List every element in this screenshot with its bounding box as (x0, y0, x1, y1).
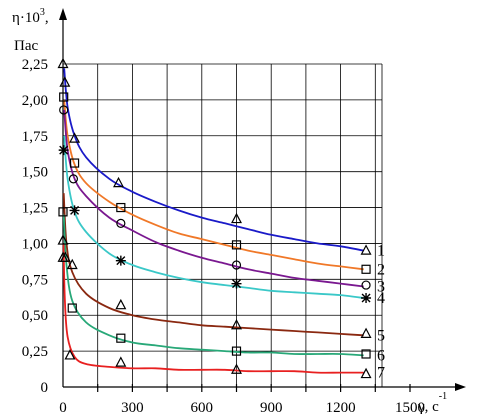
y-tick-label: 2,00 (22, 93, 48, 109)
series-1-line (63, 68, 364, 252)
x-tick-label: 900 (260, 400, 283, 416)
y-tick-label: 0,25 (22, 344, 48, 360)
series-6-line (62, 214, 364, 357)
y-tick-label: 0,75 (22, 272, 48, 288)
series-2-point (361, 264, 371, 274)
series-3-line (63, 109, 364, 288)
series-4-line (63, 135, 364, 299)
series-markers (57, 57, 372, 379)
series-7-point (64, 349, 76, 360)
series-4-point (58, 145, 69, 156)
y-tick-label: 1,50 (22, 165, 48, 181)
y-tick-label: 1,25 (22, 201, 48, 217)
series-5-point (57, 234, 69, 245)
x-axis-arrow (455, 383, 466, 391)
series-5-point (115, 298, 127, 310)
series-3-point (361, 280, 371, 290)
series-3-label: 3 (377, 279, 385, 296)
series-4-point (231, 278, 242, 289)
series-6-point (361, 349, 371, 359)
series-2-point (59, 92, 69, 102)
y-axis-unit: Пас (14, 38, 38, 54)
series-7-point (360, 367, 372, 379)
series-4-point (361, 292, 372, 303)
series-7-point (115, 356, 127, 367)
series-6-point (58, 207, 68, 217)
y-tick-label: 2,25 (22, 57, 48, 73)
series-5-label: 5 (377, 327, 385, 344)
series-2-point (69, 158, 80, 168)
series-4-point (69, 205, 80, 216)
y-tick-label: 1,00 (22, 236, 48, 252)
grid (63, 63, 383, 387)
series-3-point (68, 174, 79, 184)
series-3-point (116, 218, 126, 228)
series-1-point (360, 244, 372, 255)
series-2-label: 2 (377, 261, 385, 278)
y-tick-label: 1,75 (22, 129, 48, 145)
series-5-point (360, 327, 372, 338)
series-1-point (231, 212, 242, 224)
y-tick-label: 0 (41, 380, 49, 396)
y-axis-arrow (59, 8, 67, 20)
series-7-label: 7 (377, 365, 385, 382)
series-7-line (62, 243, 364, 374)
series-2-line (63, 99, 364, 271)
series-7-point (231, 363, 242, 374)
series-1-label: 1 (377, 243, 385, 260)
series-7-point (57, 251, 69, 262)
series-3-point (231, 260, 242, 270)
series-1-point (113, 176, 125, 188)
x-tick-label: 1500 (395, 400, 425, 416)
series-5-point (231, 318, 242, 330)
x-axis-title: γ, с-1 (417, 391, 447, 415)
x-tick-label: 0 (59, 400, 67, 416)
x-tick-label: 1200 (326, 400, 356, 416)
series-5-line (62, 193, 364, 337)
series-2-point (116, 202, 126, 213)
y-tick-label: 0,50 (22, 308, 48, 324)
series-1-point (59, 76, 71, 87)
series-6-point (67, 303, 77, 313)
tick-labels: 0 0,25 0,50 0,75 1,00 1,25 1,50 1,75 2,00 2,25 300… (22, 57, 425, 416)
series-1-point (69, 132, 81, 143)
x-tick-label: 300 (121, 400, 144, 416)
series-3-point (59, 105, 69, 115)
y-axis-title: η·103, (12, 7, 49, 26)
series-6-point (231, 346, 242, 356)
series-6-label: 6 (377, 347, 385, 364)
series-curves (62, 68, 364, 374)
series-1-point (57, 57, 69, 69)
series-5-point (66, 258, 78, 270)
series-6-point (116, 333, 126, 343)
series-4-point (115, 255, 126, 266)
series-4-label: 4 (377, 290, 385, 307)
axes (59, 8, 466, 392)
series-2-point (231, 240, 242, 250)
x-tick-label: 600 (191, 400, 214, 416)
